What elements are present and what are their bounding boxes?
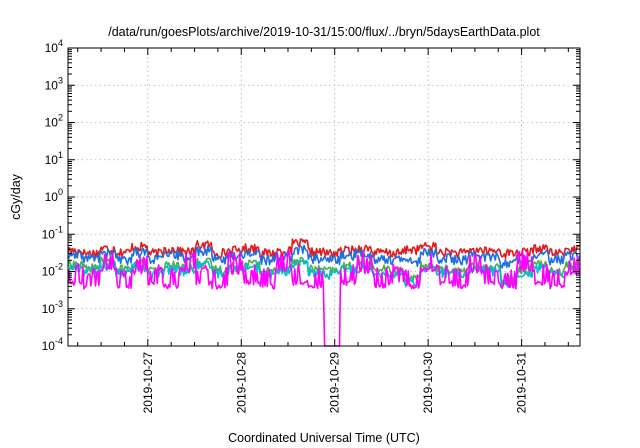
series-line-3 xyxy=(67,244,581,269)
x-tick-label: 2019-10-30 xyxy=(421,352,435,414)
y-tick-label: 103 xyxy=(45,75,63,92)
series-line-4 xyxy=(67,249,581,347)
grid xyxy=(68,48,580,346)
y-tick-label: 101 xyxy=(45,150,63,167)
y-tick-label: 10-2 xyxy=(42,262,63,279)
y-tick-label: 102 xyxy=(45,113,63,130)
y-tick-label: 104 xyxy=(45,38,63,55)
x-tick-label: 2019-10-31 xyxy=(515,352,529,414)
x-tick-label: 2019-10-29 xyxy=(328,352,342,414)
y-tick-label: 10-4 xyxy=(42,336,63,353)
y-tick-label: 10-3 xyxy=(42,299,63,316)
y-tick-label: 100 xyxy=(45,187,63,204)
x-tick-label: 2019-10-28 xyxy=(234,352,248,414)
chart-title: /data/run/goesPlots/archive/2019-10-31/1… xyxy=(108,25,540,39)
y-tick-label: 10-1 xyxy=(42,224,63,241)
series-line-0 xyxy=(67,238,581,260)
x-axis-label: Coordinated Universal Time (UTC) xyxy=(228,431,420,445)
x-tick-label: 2019-10-27 xyxy=(141,352,155,414)
y-axis-label: cGy/day xyxy=(9,173,23,220)
series-layer xyxy=(67,238,581,347)
series-line-2 xyxy=(67,259,581,289)
ticks: 10-4 10-3 10-2 10-1 100 101 102 103 104 2019-10-2… xyxy=(42,38,580,413)
